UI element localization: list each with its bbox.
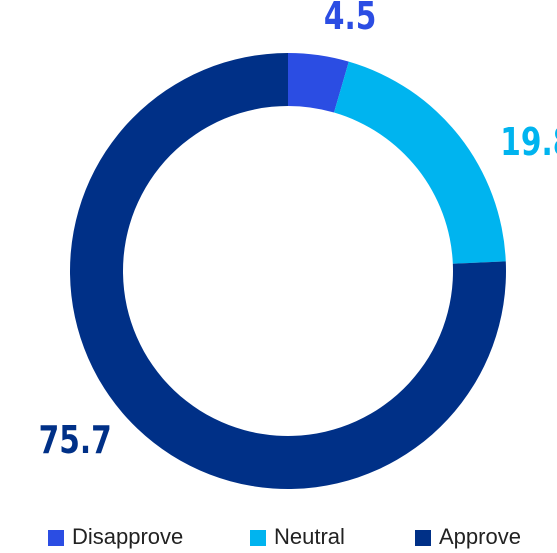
donut-slice — [288, 53, 349, 113]
legend-swatch — [48, 530, 64, 546]
legend-label: Neutral — [274, 524, 345, 549]
donut-slice — [334, 61, 506, 264]
legend-swatch — [250, 530, 266, 546]
value-label: 19.8 — [500, 120, 557, 165]
legend-label: Approve — [439, 524, 521, 549]
value-label: 75.7 — [39, 418, 112, 463]
legend-label: Disapprove — [72, 524, 183, 549]
value-label: 4.5 — [324, 0, 376, 39]
legend-swatch — [415, 530, 431, 546]
